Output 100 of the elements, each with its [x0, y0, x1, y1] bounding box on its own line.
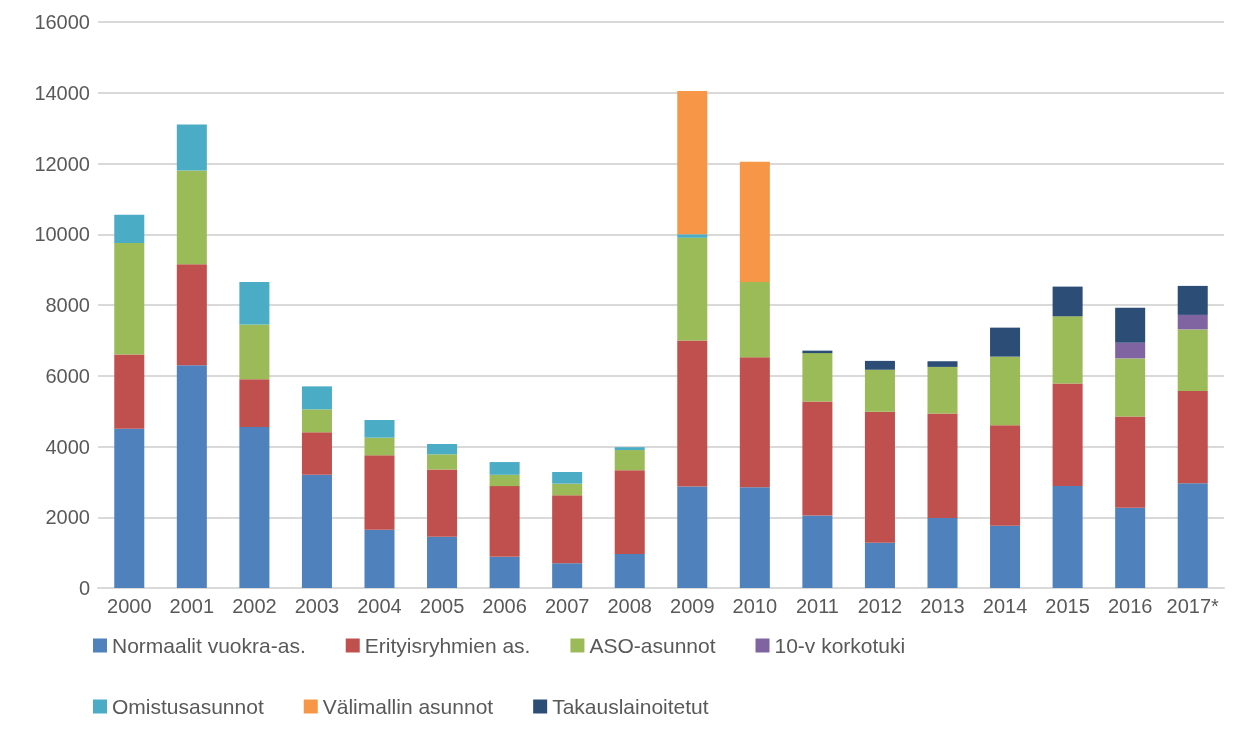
x-tick-label: 2015 [1045, 595, 1090, 617]
x-tick-label: 2005 [419, 595, 465, 617]
bar [114, 428, 145, 588]
bar [1115, 342, 1146, 359]
bar [927, 413, 958, 518]
legend-label: 10-v korkotuki [774, 634, 906, 657]
bar [1177, 483, 1208, 588]
x-tick-label: 2009 [670, 595, 715, 617]
bar [927, 366, 958, 414]
x-tick-label: 2014 [982, 595, 1028, 617]
legend-label: Omistusasunnot [112, 695, 264, 718]
y-tick-label: 8000 [45, 294, 90, 316]
bar [1115, 507, 1146, 588]
bar [990, 425, 1021, 526]
legend-label: Normaalit vuokra-as. [112, 634, 306, 657]
bar [552, 471, 583, 484]
bar [677, 340, 708, 487]
bar [427, 454, 458, 470]
bar [301, 386, 332, 410]
bar [1115, 358, 1146, 417]
bar [239, 282, 270, 325]
bar [1115, 416, 1146, 508]
x-tick-label: 2008 [607, 595, 652, 617]
x-tick-label: 2004 [357, 595, 402, 617]
bar [552, 483, 583, 496]
bar [427, 444, 458, 455]
bar [489, 474, 520, 487]
bar [1052, 286, 1083, 317]
bar [1177, 390, 1208, 484]
bar [802, 401, 833, 516]
legend-label: ASO-asunnot [589, 634, 716, 657]
bar [614, 554, 645, 588]
y-tick-label: 2000 [45, 506, 90, 529]
bar [927, 361, 958, 367]
bar [552, 495, 583, 564]
y-tick-label: 12000 [34, 152, 90, 175]
bar [990, 525, 1021, 588]
bar [176, 365, 207, 588]
bar [864, 369, 895, 412]
y-tick-label: 16000 [34, 11, 90, 33]
bar [990, 327, 1021, 357]
bar [114, 243, 145, 355]
bar [864, 360, 895, 370]
bar [1177, 314, 1208, 330]
bar [614, 470, 645, 555]
bar [176, 170, 207, 265]
bar [1052, 316, 1083, 384]
bar [1052, 486, 1083, 588]
bar [990, 356, 1021, 426]
y-tick-label: 14000 [34, 81, 90, 104]
y-tick-label: 0 [78, 577, 90, 599]
bar [927, 517, 958, 588]
bar [489, 486, 520, 557]
x-tick-label: 2003 [294, 595, 340, 617]
legend-label: Välimallin asunnot [322, 695, 494, 718]
x-tick-label: 2012 [857, 595, 903, 617]
x-tick-label: 2017* [1166, 595, 1220, 617]
bar [1052, 383, 1083, 487]
y-tick-label: 10000 [34, 223, 90, 246]
bar [864, 411, 895, 543]
x-tick-label: 2016 [1107, 595, 1153, 617]
x-tick-label: 2007 [544, 595, 590, 617]
x-tick-label: 2002 [232, 595, 277, 617]
x-tick-label: 2001 [169, 595, 215, 617]
bar [489, 462, 520, 475]
bar [552, 563, 583, 588]
bar [1177, 329, 1208, 391]
legend-label: Takauslainoitetut [552, 695, 709, 718]
bar [1115, 307, 1146, 343]
bar [239, 324, 270, 380]
legend-label: Erityisryhmien as. [364, 634, 531, 657]
bar [301, 474, 332, 588]
bar [864, 542, 895, 588]
bar [614, 447, 645, 451]
bar [114, 354, 145, 429]
x-tick-label: 2013 [920, 595, 965, 617]
bar [677, 90, 708, 235]
bar [614, 450, 645, 471]
x-tick-label: 2011 [795, 595, 839, 617]
bar [301, 432, 332, 475]
bar [239, 427, 270, 588]
bar [677, 486, 708, 588]
bar [677, 237, 708, 341]
bar [677, 234, 708, 238]
x-tick-label: 2000 [107, 595, 152, 617]
bar [114, 214, 145, 244]
bar [739, 282, 770, 358]
bar [739, 487, 770, 588]
x-tick-label: 2006 [482, 595, 527, 617]
bar [802, 353, 833, 402]
bar [364, 529, 395, 588]
bar [739, 161, 770, 283]
bar [301, 409, 332, 433]
bar [427, 469, 458, 537]
bar [176, 124, 207, 171]
bar [427, 536, 458, 588]
bar [1177, 285, 1208, 315]
y-tick-label: 6000 [45, 364, 90, 387]
bar [802, 515, 833, 588]
x-tick-label: 2010 [732, 595, 778, 617]
